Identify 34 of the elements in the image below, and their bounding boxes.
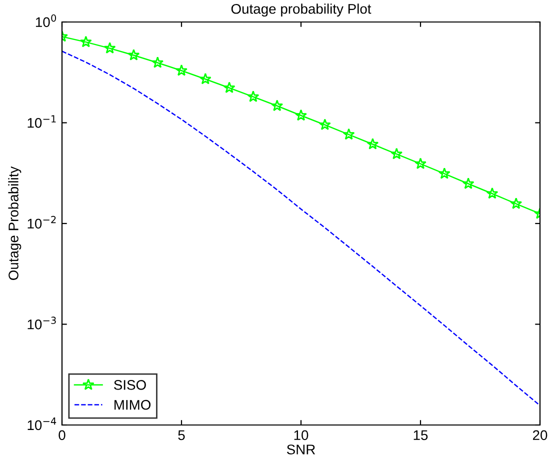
x-tick-label: 15 <box>414 430 428 440</box>
point <box>128 48 140 60</box>
x-tick-label: 5 <box>178 430 185 440</box>
y-tick-label: 10$^{−4}$ <box>28 418 56 430</box>
x-tick-label: 0 <box>58 430 66 440</box>
point <box>80 36 92 48</box>
y-axis-title: Outage Probability <box>8 166 22 280</box>
point <box>295 109 307 121</box>
y-tick-label: 10$^{−3}$ <box>28 316 56 330</box>
legend-label: MIMO <box>114 400 151 410</box>
point <box>271 100 284 112</box>
point <box>318 118 331 130</box>
point <box>438 167 450 179</box>
point <box>176 64 188 76</box>
chart-title: Outage probability Plot <box>231 4 372 17</box>
y-tick-label: 10$^{−2}$ <box>28 216 56 229</box>
y-tick-label: 10$^{−1}$ <box>28 115 56 128</box>
y-tick-label: 10$^{0}$ <box>36 14 56 28</box>
x-axis-title: SNR <box>286 444 316 454</box>
point <box>510 198 522 209</box>
point <box>486 187 498 199</box>
point <box>414 158 426 170</box>
x-tick-label: 20 <box>532 430 548 440</box>
point <box>223 82 236 94</box>
point <box>152 56 164 68</box>
point <box>247 90 260 102</box>
legend-label: SISO <box>114 380 146 390</box>
point <box>366 138 379 150</box>
x-tick-label: 10 <box>294 430 308 440</box>
point <box>342 128 355 140</box>
point <box>199 72 212 84</box>
point <box>390 148 403 160</box>
point <box>104 42 116 54</box>
point <box>462 178 474 189</box>
